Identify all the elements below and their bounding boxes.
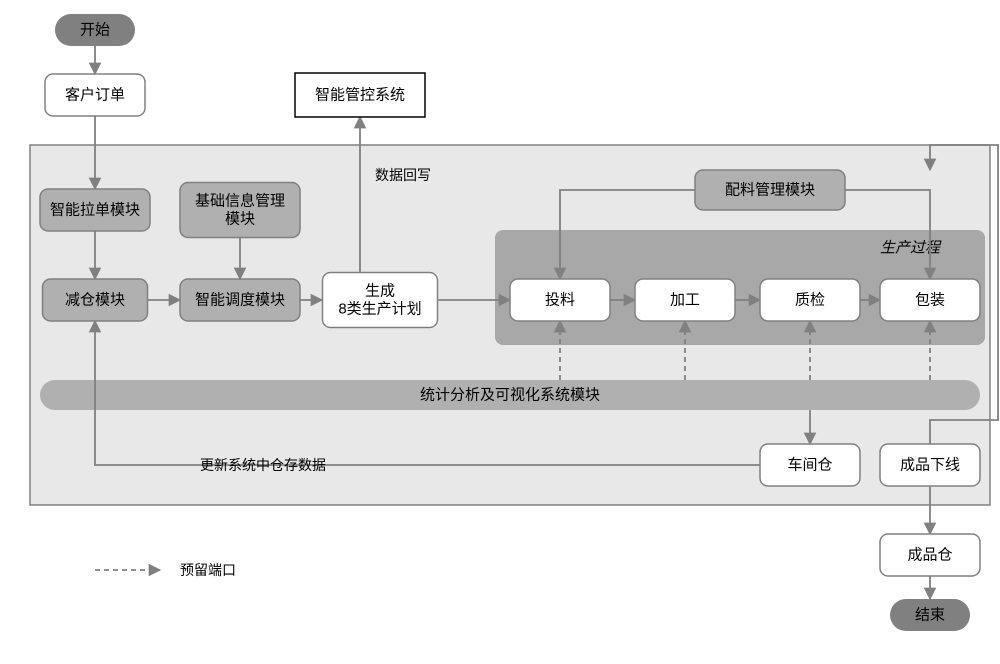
svg-text:成品仓: 成品仓	[907, 547, 952, 564]
svg-text:结束: 结束	[915, 607, 945, 624]
svg-text:开始: 开始	[80, 22, 110, 39]
svg-text:基础信息管理: 基础信息管理	[195, 193, 285, 210]
data-writeback-label: 数据回写	[375, 167, 431, 183]
svg-text:减仓模块: 减仓模块	[65, 292, 125, 309]
svg-text:智能管控系统: 智能管控系统	[315, 86, 405, 104]
svg-text:统计分析及可视化系统模块: 统计分析及可视化系统模块	[420, 387, 600, 404]
update-stock-label: 更新系统中仓存数据	[200, 457, 326, 473]
svg-text:生成: 生成	[365, 283, 395, 300]
svg-text:成品下线: 成品下线	[900, 457, 960, 474]
svg-text:客户订单: 客户订单	[65, 87, 125, 104]
svg-text:8类生产计划: 8类生产计划	[338, 301, 421, 318]
svg-text:质检: 质检	[795, 292, 825, 309]
legend-label: 预留端口	[180, 562, 236, 578]
svg-text:车间仓: 车间仓	[787, 457, 832, 474]
svg-text:配料管理模块: 配料管理模块	[725, 182, 815, 199]
flowchart-diagram: 生产过程统计分析及可视化系统模块 开始结束 客户订单 智能管控系统智能拉单模块 基础信息…	[0, 0, 1000, 664]
svg-text:生产过程: 生产过程	[880, 240, 942, 257]
svg-text:智能拉单模块: 智能拉单模块	[50, 201, 140, 219]
svg-text:智能调度模块: 智能调度模块	[195, 291, 285, 309]
svg-text:加工: 加工	[670, 292, 700, 309]
svg-text:模块: 模块	[225, 211, 255, 228]
svg-text:包装: 包装	[915, 292, 945, 309]
svg-text:投料: 投料	[545, 292, 575, 309]
